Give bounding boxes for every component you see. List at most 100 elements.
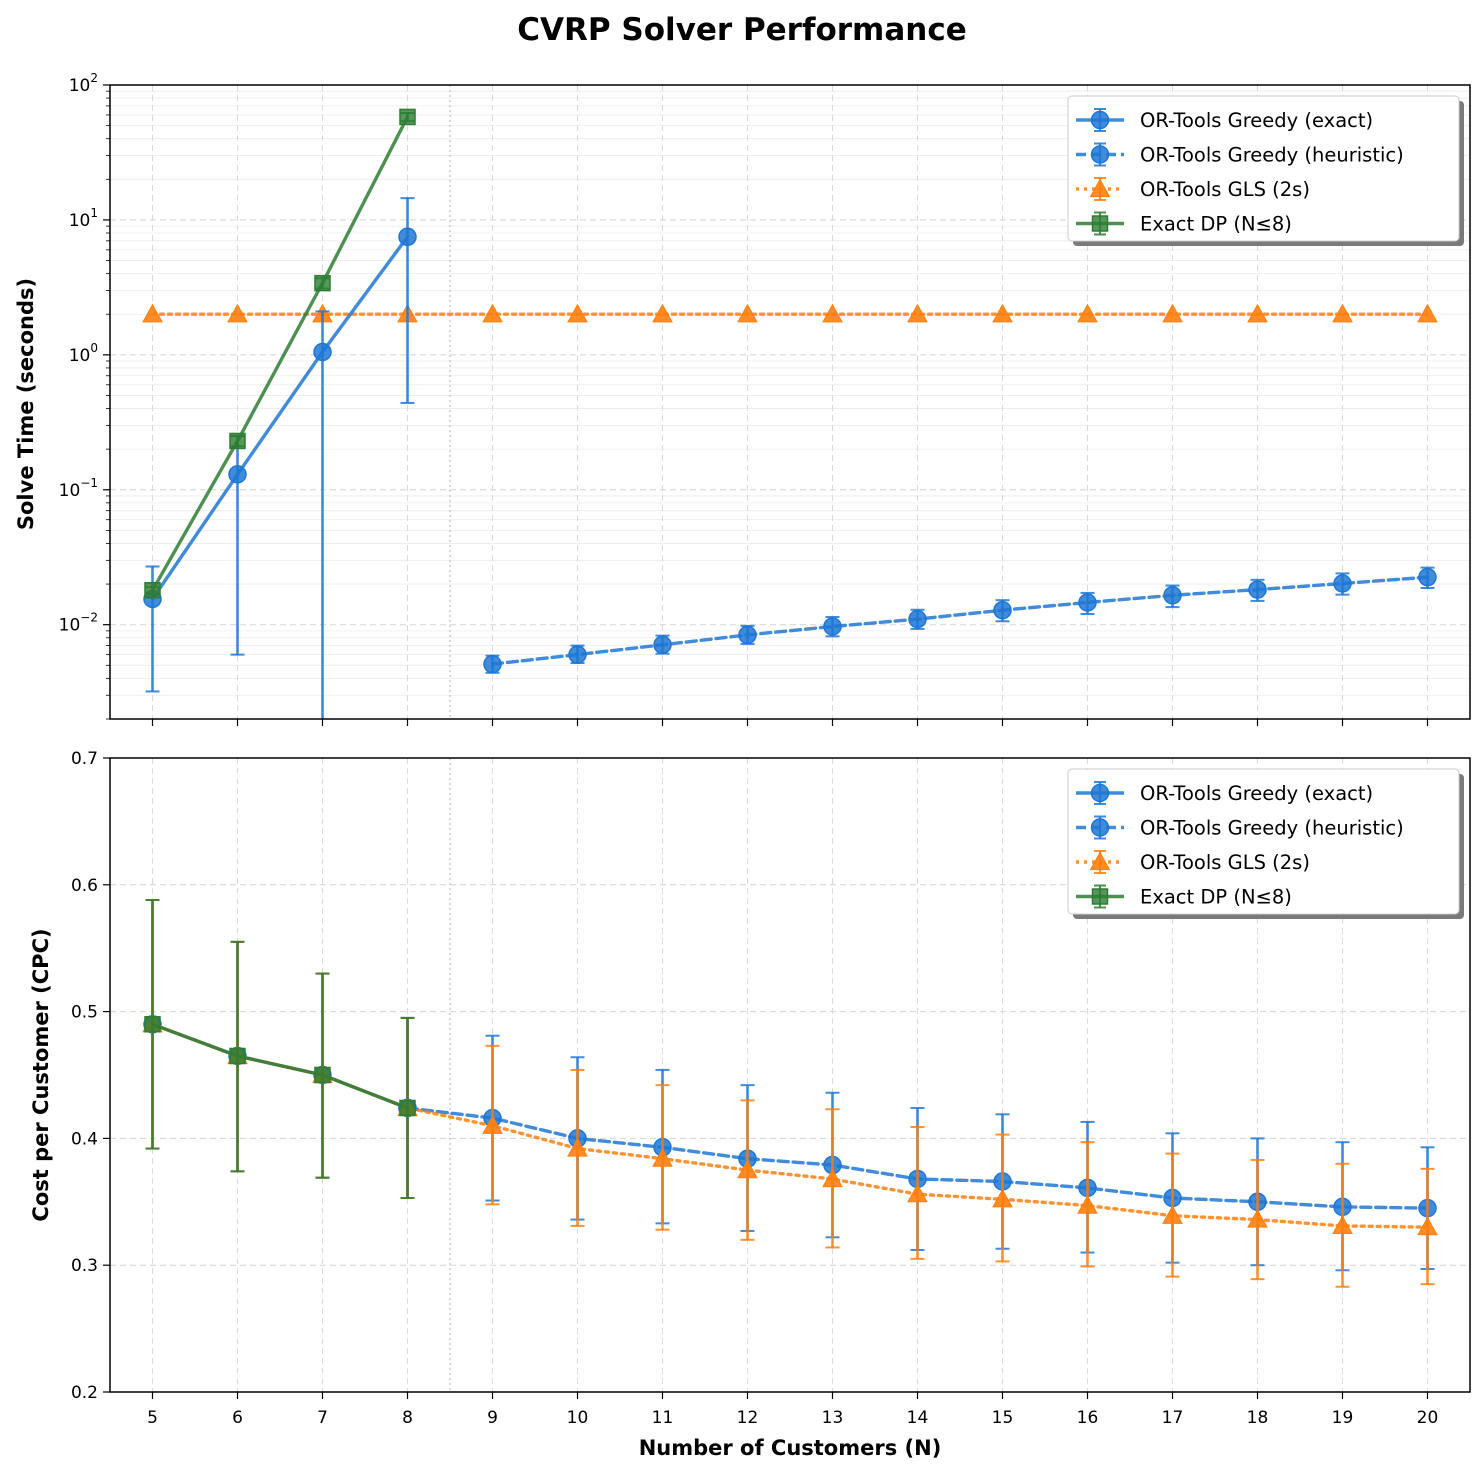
legend-label: OR-Tools Greedy (exact) [1140, 782, 1373, 805]
x-tick-label: 17 [1162, 1408, 1184, 1428]
figure-title: CVRP Solver Performance [517, 12, 967, 48]
data-point [1162, 303, 1183, 323]
x-tick-label: 16 [1077, 1408, 1099, 1428]
data-point [229, 1047, 246, 1065]
data-point [1332, 1215, 1353, 1234]
data-point [653, 635, 672, 655]
y-tick-exponent: 0 [90, 341, 98, 355]
data-point [144, 1016, 161, 1033]
data-point [568, 645, 587, 664]
y-tick-label: 0.5 [71, 1003, 98, 1023]
data-point [1078, 593, 1097, 612]
legend-marker [1090, 145, 1110, 164]
y-tick-label: 0.7 [71, 749, 98, 769]
legend-box [1067, 768, 1460, 915]
data-point [1247, 303, 1268, 323]
data-point [1333, 574, 1352, 593]
data-point [229, 432, 246, 450]
data-point [313, 342, 332, 362]
data-point [907, 1183, 928, 1203]
y-tick-exponent: −2 [80, 611, 98, 625]
x-tick-label: 12 [737, 1408, 759, 1428]
series [483, 566, 1437, 674]
x-tick-label: 19 [1332, 1408, 1354, 1428]
data-point [993, 600, 1012, 620]
x-tick-label: 5 [147, 1408, 158, 1428]
legend-label: OR-Tools GLS (2s) [1140, 851, 1310, 874]
plot-area [142, 108, 1438, 719]
legend-marker [1091, 888, 1109, 905]
legend-label: Exact DP (N≤8) [1140, 886, 1292, 909]
data-point [908, 609, 927, 629]
x-tick-label: 14 [907, 1408, 929, 1428]
data-point [1247, 1209, 1268, 1228]
legend-label: OR-Tools Greedy (heuristic) [1140, 144, 1404, 167]
cpc-panel: 0.2 0.3 0.4 0.5 0.6 0.7 5 6 7 8 9 10 11 12 13 14 15 16 17 1… [71, 749, 1471, 1428]
data-point [482, 1115, 503, 1134]
x-tick-label: 20 [1417, 1408, 1439, 1428]
data-point [1332, 303, 1353, 323]
y-tick-label: 0.2 [71, 1383, 98, 1403]
data-point [907, 303, 928, 323]
series [144, 108, 416, 599]
y-tick-exponent: 2 [90, 71, 98, 85]
data-point [822, 1168, 843, 1188]
x-tick-label: 6 [232, 1408, 243, 1428]
x-tick-label: 15 [992, 1408, 1014, 1428]
series-line [150, 115, 410, 592]
legend-marker [1090, 783, 1110, 803]
data-point [992, 303, 1013, 323]
data-point [567, 303, 588, 323]
data-point [482, 303, 503, 323]
legend-marker [1089, 851, 1111, 871]
data-point [737, 1159, 758, 1179]
x-tick-label: 13 [822, 1408, 844, 1428]
data-point [1077, 303, 1098, 323]
data-point [399, 108, 416, 126]
data-point [1417, 1216, 1438, 1236]
data-point [1077, 1195, 1098, 1214]
data-point [1162, 1205, 1183, 1224]
data-point [1417, 303, 1438, 323]
legend-marker [1091, 215, 1109, 232]
y-tick-label: 0.4 [71, 1129, 98, 1149]
x-tick-label: 11 [652, 1408, 674, 1428]
y-tick-label: 0.3 [71, 1256, 98, 1276]
legend-label: OR-Tools GLS (2s) [1140, 178, 1310, 201]
axes-frame [109, 757, 1471, 1393]
data-point [142, 303, 163, 323]
legend-label: OR-Tools Greedy (exact) [1140, 109, 1373, 132]
x-tick-label: 9 [487, 1408, 498, 1428]
data-point [652, 1148, 673, 1167]
legend: OR-Tools Greedy (exact) OR-Tools Greedy (… [1067, 95, 1464, 246]
legend-marker [1089, 178, 1111, 198]
legend: OR-Tools Greedy (exact) OR-Tools Greedy (… [1067, 768, 1464, 919]
series-line [150, 235, 410, 601]
x-axis-label: Number of Customers (N) [639, 1436, 942, 1460]
series-line [150, 1022, 410, 1110]
y-tick-exponent: 1 [90, 206, 98, 220]
data-point [823, 617, 842, 636]
data-point [652, 303, 673, 323]
legend-marker [1090, 818, 1110, 837]
data-point [228, 465, 247, 484]
axes-frame [109, 84, 1471, 720]
legend-label: OR-Tools Greedy (heuristic) [1140, 817, 1404, 840]
y-axis-label-cpc: Cost per Customer (CPC) [29, 928, 53, 1221]
series [144, 899, 416, 1199]
data-point [822, 303, 843, 323]
legend-label: Exact DP (N≤8) [1140, 213, 1292, 236]
y-axis-label-time: Solve Time (seconds) [14, 278, 38, 530]
x-tick-label: 8 [402, 1408, 413, 1428]
data-point [227, 303, 248, 323]
data-point [567, 1138, 588, 1157]
data-point [1248, 580, 1267, 599]
x-tick-label: 7 [317, 1408, 328, 1428]
data-point [738, 625, 757, 645]
plot-area [142, 899, 1438, 1288]
data-point [144, 582, 161, 599]
legend-marker [1090, 110, 1110, 130]
data-point [737, 303, 758, 323]
data-point [1418, 567, 1437, 587]
